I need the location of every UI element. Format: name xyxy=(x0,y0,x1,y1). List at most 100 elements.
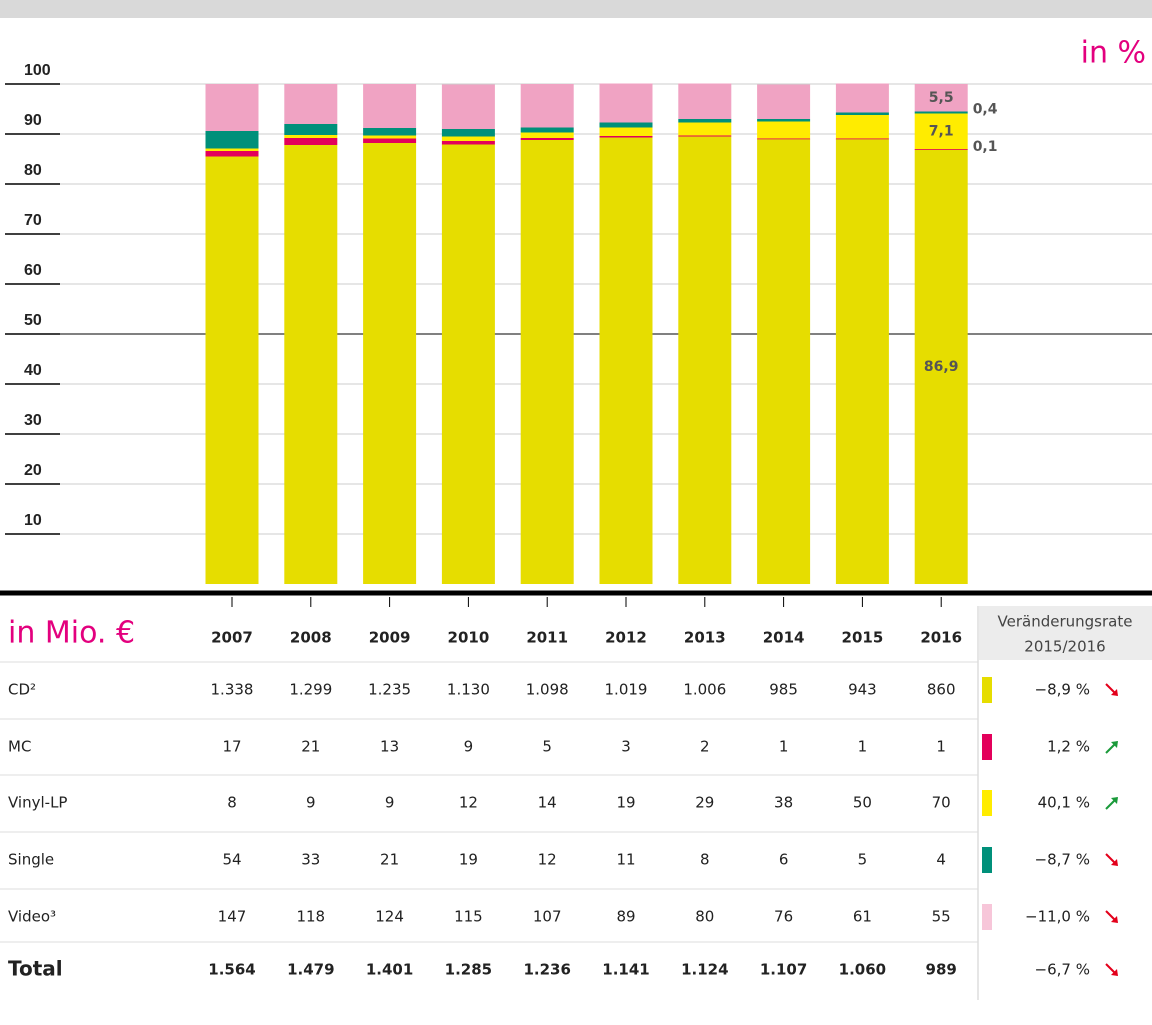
swatch xyxy=(982,790,992,816)
trend-arrow-head xyxy=(1111,689,1118,696)
y-tick-label: 60 xyxy=(24,262,42,279)
bar-segment xyxy=(205,131,259,149)
swatch xyxy=(982,677,992,703)
change: 1,2 % xyxy=(1047,738,1090,756)
bar-segment xyxy=(835,138,889,140)
cell: 21 xyxy=(301,738,320,756)
change: −11,0 % xyxy=(1025,908,1090,926)
cell: 2 xyxy=(700,738,710,756)
value-label: 0,1 xyxy=(973,139,998,155)
y-tick-label: 70 xyxy=(24,212,42,229)
bar-segment xyxy=(678,83,732,119)
change: −8,7 % xyxy=(1035,851,1090,869)
cell: 1.141 xyxy=(602,961,649,979)
y-tick-label: 100 xyxy=(24,62,51,79)
x-tick-label: 2007 xyxy=(211,629,253,647)
bar-segment xyxy=(441,141,495,145)
bar-segment xyxy=(284,84,338,124)
bar-segment xyxy=(835,115,889,139)
bar-segment xyxy=(363,128,417,136)
bar-segment xyxy=(284,145,338,584)
cell: 1 xyxy=(779,738,789,756)
cell: 12 xyxy=(538,851,557,869)
bar-segment xyxy=(520,138,574,140)
y-unit-label: in % xyxy=(1081,36,1146,71)
top-bar xyxy=(0,0,1152,18)
cell: 1.236 xyxy=(523,961,570,979)
bar-segment xyxy=(914,111,968,114)
bar-segment xyxy=(284,124,338,135)
cell: 13 xyxy=(380,738,399,756)
x-tick-label: 2015 xyxy=(842,629,884,647)
bar-segment xyxy=(914,149,968,584)
bar-segment xyxy=(205,151,259,157)
trend-arrow-head xyxy=(1111,969,1118,976)
bar-segment xyxy=(284,138,338,145)
row-label: CD² xyxy=(8,681,36,699)
row-label: Total xyxy=(8,957,63,981)
cell: 14 xyxy=(538,794,557,812)
swatch xyxy=(982,904,992,930)
bar-segment xyxy=(914,113,968,149)
cell: 3 xyxy=(621,738,631,756)
bar-segment xyxy=(520,140,574,584)
bar-segment xyxy=(520,127,574,133)
y-tick-label: 40 xyxy=(24,362,42,379)
cell: 1.107 xyxy=(760,961,807,979)
bar-segment xyxy=(441,136,495,141)
bar-segment xyxy=(914,84,968,112)
bar-segment xyxy=(599,83,653,123)
cell: 5 xyxy=(542,738,552,756)
cell: 89 xyxy=(616,908,635,926)
x-tick-label: 2009 xyxy=(369,629,411,647)
cell: 70 xyxy=(932,794,951,812)
bar-segment xyxy=(363,138,417,143)
cell: 1.019 xyxy=(605,681,648,699)
cell: 12 xyxy=(459,794,478,812)
cell: 8 xyxy=(700,851,710,869)
cell: 124 xyxy=(375,908,404,926)
bar-segment xyxy=(599,122,653,128)
x-tick-label: 2010 xyxy=(448,629,490,647)
cell: 1.479 xyxy=(287,961,334,979)
cell: 8 xyxy=(227,794,237,812)
cell: 61 xyxy=(853,908,872,926)
cell: 80 xyxy=(695,908,714,926)
cell: 1.124 xyxy=(681,961,728,979)
y-tick-label: 10 xyxy=(24,512,42,529)
y-tick-label: 80 xyxy=(24,162,42,179)
cell: 1.401 xyxy=(366,961,413,979)
bar-segment xyxy=(441,84,495,129)
cell: 1.285 xyxy=(445,961,492,979)
cell: 943 xyxy=(848,681,877,699)
bar-segment xyxy=(757,119,811,122)
value-label: 0,4 xyxy=(973,102,998,118)
value-label: 86,9 xyxy=(924,359,959,375)
bar-segment xyxy=(678,119,732,123)
y-tick-label: 20 xyxy=(24,462,42,479)
trend-arrow-head xyxy=(1111,797,1118,804)
bar-segment xyxy=(757,139,811,584)
cell: 9 xyxy=(306,794,316,812)
row-label: Video³ xyxy=(8,908,56,926)
cell: 985 xyxy=(769,681,798,699)
cell: 1.564 xyxy=(208,961,255,979)
cell: 50 xyxy=(853,794,872,812)
bar-segment xyxy=(284,135,338,138)
bar-segment xyxy=(205,156,259,584)
bar-segment xyxy=(599,137,653,584)
cell: 29 xyxy=(695,794,714,812)
cell: 118 xyxy=(296,908,325,926)
row-label: MC xyxy=(8,738,31,756)
cell: 147 xyxy=(218,908,247,926)
bar-segment xyxy=(757,84,811,119)
bar-segment xyxy=(678,122,732,136)
bar-segment xyxy=(599,127,653,136)
cell: 19 xyxy=(459,851,478,869)
bar-segment xyxy=(363,143,417,584)
bar-segment xyxy=(914,149,968,150)
cell: 1 xyxy=(858,738,868,756)
cell: 9 xyxy=(385,794,395,812)
cell: 860 xyxy=(927,681,956,699)
